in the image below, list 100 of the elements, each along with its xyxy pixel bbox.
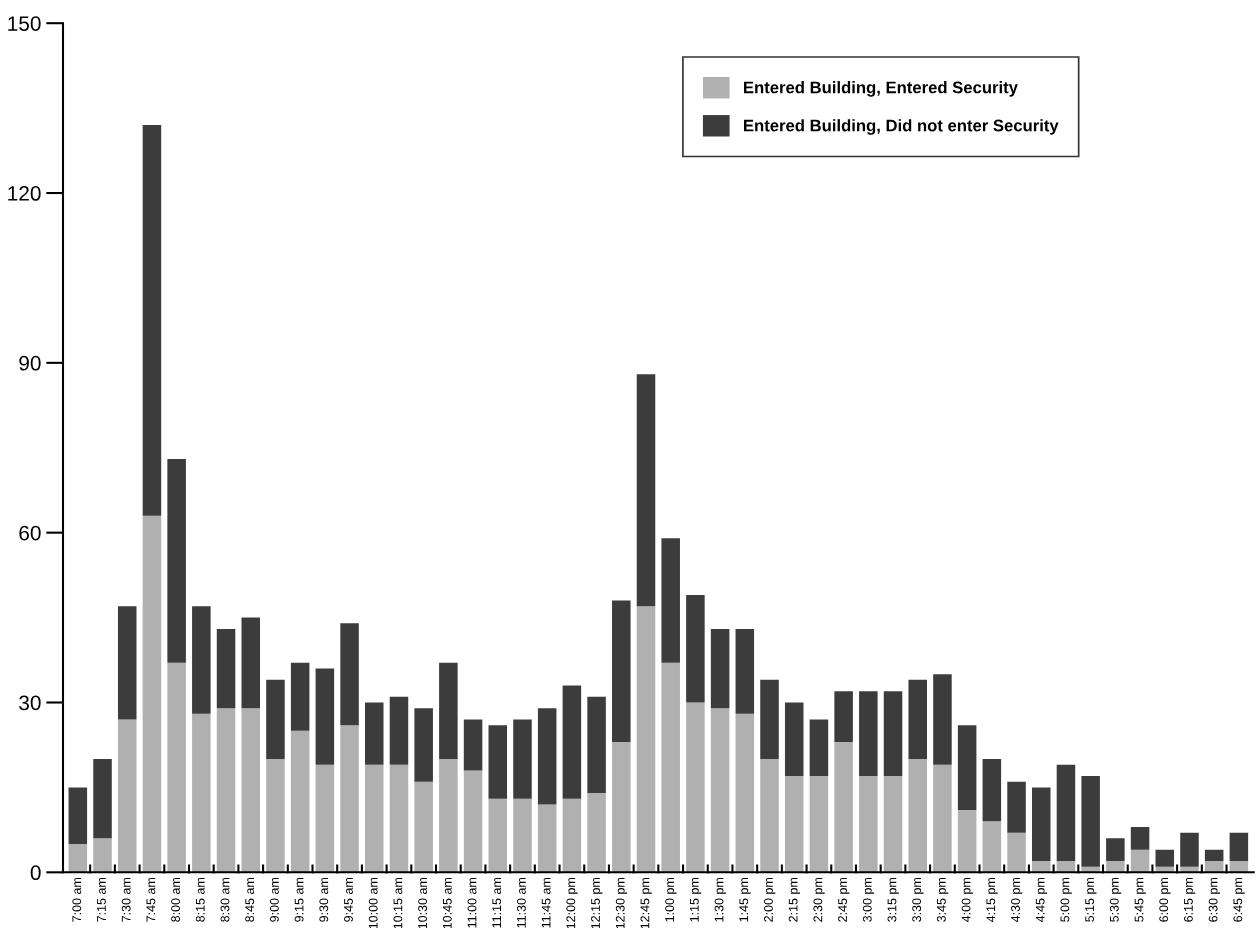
bar (1056, 764, 1076, 861)
x-tick-label: 9:15 am (294, 878, 304, 922)
bar (1130, 827, 1150, 850)
bar (1007, 781, 1026, 833)
bar (266, 759, 285, 873)
bar (439, 662, 458, 760)
y-tick-label: 0 (30, 865, 41, 881)
bar (735, 713, 755, 873)
x-tick-label: 6:00 pm (1159, 878, 1171, 922)
bar (1106, 838, 1125, 861)
bar (834, 691, 853, 743)
x-tick-label: 7:00 am (72, 878, 82, 922)
x-tick-label: 6:30 pm (1208, 878, 1220, 922)
bar (686, 594, 705, 703)
bar (537, 804, 557, 873)
x-tick-label: 10:15 am (393, 878, 403, 928)
bar (883, 776, 903, 873)
bar (340, 725, 359, 873)
bar (389, 764, 409, 873)
x-tick-label: 8:15 am (195, 878, 205, 922)
bar (365, 764, 384, 873)
bar (365, 702, 384, 765)
x-tick-label: 8:45 am (245, 878, 255, 922)
bar (562, 798, 582, 873)
bar (784, 702, 804, 777)
bar (1229, 832, 1249, 861)
bar (735, 628, 755, 714)
x-tick-label: 9:00 am (269, 878, 279, 922)
x-tick-label: 6:15 pm (1183, 878, 1196, 922)
x-tick-label: 1:30 pm (714, 878, 726, 922)
bar (710, 628, 730, 709)
bar (612, 742, 631, 873)
bar (414, 708, 433, 782)
bar (1007, 832, 1026, 873)
x-tick-label: 12:30 pm (615, 878, 628, 928)
bar (1106, 861, 1125, 873)
bar (661, 538, 680, 663)
bar (216, 708, 236, 873)
x-tick-label: 1:45 pm (739, 878, 751, 922)
bar (957, 810, 977, 873)
x-tick-label: 6:45 pm (1233, 878, 1245, 922)
bar (439, 759, 458, 873)
x-tick-label: 10:30 am (418, 878, 428, 928)
bar (1180, 832, 1199, 867)
bar (68, 787, 88, 845)
x-tick-label: 2:30 pm (813, 878, 825, 922)
bar (488, 798, 508, 873)
bar (513, 719, 532, 799)
x-tick-label: 3:00 pm (862, 878, 875, 922)
bar (908, 759, 927, 873)
bar (661, 662, 680, 873)
bar (216, 628, 236, 709)
bar (1130, 849, 1150, 873)
x-tick-label: 11:30 am (516, 878, 526, 928)
bar (933, 764, 952, 873)
bar (809, 719, 829, 777)
y-tick-label: 150 (8, 16, 41, 31)
x-tick-label: 7:45 am (146, 878, 156, 922)
bar (93, 838, 112, 873)
x-tick-label: 1:15 pm (690, 878, 702, 922)
x-tick-label: 11:15 am (492, 878, 502, 928)
x-tick-label: 5:00 pm (1060, 878, 1072, 922)
bar (686, 702, 705, 873)
bar (488, 725, 508, 799)
bar (883, 691, 903, 777)
x-tick-label: 9:45 am (344, 878, 353, 922)
legend-label: Entered Building, Did not enter Security (744, 119, 1059, 135)
x-tick-label: 10:00 am (368, 878, 378, 928)
x-tick-label: 3:45 pm (936, 878, 949, 922)
bar (192, 606, 211, 714)
bar (414, 781, 433, 873)
x-tick-label: 4:30 pm (1011, 878, 1023, 923)
x-tick-label: 5:45 pm (1134, 878, 1146, 922)
x-tick-label: 8:00 am (171, 878, 180, 922)
bar (1204, 849, 1224, 861)
x-tick-label: 12:15 pm (591, 878, 603, 928)
bar (957, 725, 977, 811)
x-tick-label: 4:15 pm (986, 878, 998, 923)
bar (167, 459, 186, 663)
x-tick-label: 2:45 pm (838, 878, 850, 922)
x-tick-label: 5:15 pm (1085, 878, 1097, 922)
bar (859, 691, 878, 777)
bar (463, 770, 483, 873)
bar (1031, 787, 1051, 861)
bar (636, 374, 656, 607)
bar (241, 708, 261, 873)
bar (834, 742, 853, 873)
x-tick-label: 7:15 am (97, 878, 106, 922)
bar (315, 764, 335, 873)
x-tick-label: 1:00 pm (665, 878, 677, 922)
bar (1155, 849, 1175, 867)
bar (612, 600, 631, 743)
bar (1081, 776, 1100, 867)
bar (117, 606, 137, 720)
bar (117, 719, 137, 873)
bar (562, 685, 582, 799)
bar (142, 515, 162, 873)
bar (784, 776, 804, 873)
bar (587, 793, 606, 873)
y-tick-label: 60 (19, 525, 41, 541)
